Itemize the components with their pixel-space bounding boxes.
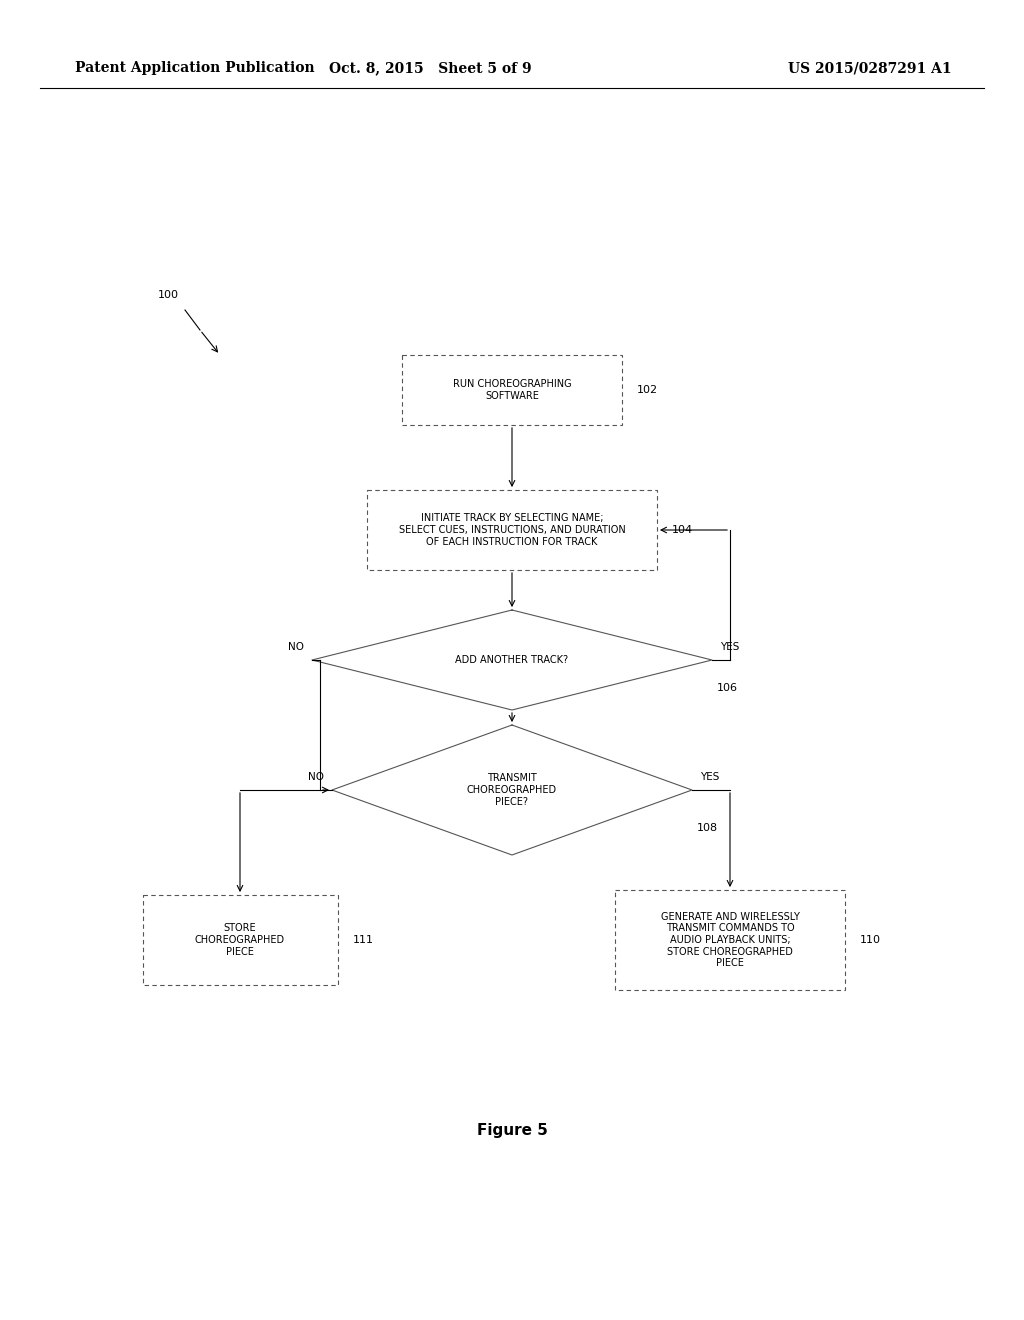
Text: TRANSMIT
CHOREOGRAPHED
PIECE?: TRANSMIT CHOREOGRAPHED PIECE? xyxy=(467,774,557,807)
Text: 106: 106 xyxy=(717,682,738,693)
Text: YES: YES xyxy=(720,642,739,652)
Text: Oct. 8, 2015   Sheet 5 of 9: Oct. 8, 2015 Sheet 5 of 9 xyxy=(329,61,531,75)
Text: ADD ANOTHER TRACK?: ADD ANOTHER TRACK? xyxy=(456,655,568,665)
Text: 111: 111 xyxy=(352,935,374,945)
Text: 102: 102 xyxy=(637,385,658,395)
Text: Patent Application Publication: Patent Application Publication xyxy=(75,61,314,75)
Text: INITIATE TRACK BY SELECTING NAME;
SELECT CUES, INSTRUCTIONS, AND DURATION
OF EAC: INITIATE TRACK BY SELECTING NAME; SELECT… xyxy=(398,513,626,546)
Bar xyxy=(142,895,338,985)
Text: GENERATE AND WIRELESSLY
TRANSMIT COMMANDS TO
AUDIO PLAYBACK UNITS;
STORE CHOREOG: GENERATE AND WIRELESSLY TRANSMIT COMMAND… xyxy=(660,912,800,968)
Bar xyxy=(367,490,657,570)
Text: NO: NO xyxy=(288,642,304,652)
Text: STORE
CHOREOGRAPHED
PIECE: STORE CHOREOGRAPHED PIECE xyxy=(195,924,285,957)
Text: 100: 100 xyxy=(158,290,179,300)
Text: Figure 5: Figure 5 xyxy=(476,1122,548,1138)
Text: 104: 104 xyxy=(672,525,693,535)
Text: US 2015/0287291 A1: US 2015/0287291 A1 xyxy=(788,61,952,75)
Text: 110: 110 xyxy=(860,935,881,945)
Bar xyxy=(402,355,622,425)
Text: NO: NO xyxy=(308,772,324,781)
Text: YES: YES xyxy=(700,772,720,781)
Bar xyxy=(615,890,845,990)
Text: RUN CHOREOGRAPHING
SOFTWARE: RUN CHOREOGRAPHING SOFTWARE xyxy=(453,379,571,401)
Text: 108: 108 xyxy=(697,822,718,833)
